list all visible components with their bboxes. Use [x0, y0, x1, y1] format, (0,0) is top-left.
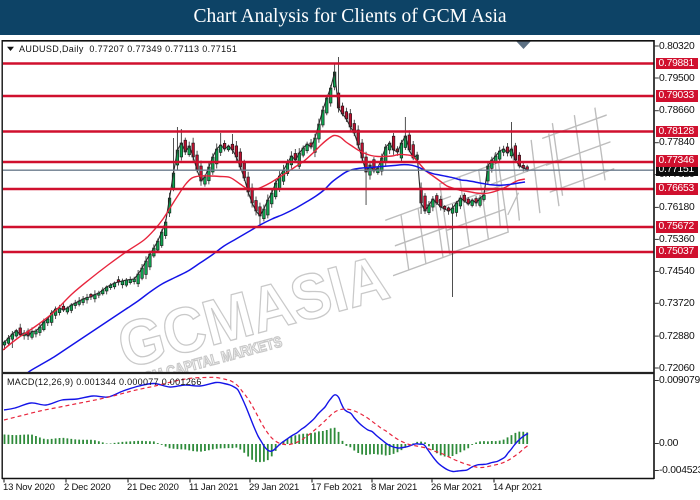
svg-text:GCMASIA: GCMASIA — [110, 241, 395, 382]
